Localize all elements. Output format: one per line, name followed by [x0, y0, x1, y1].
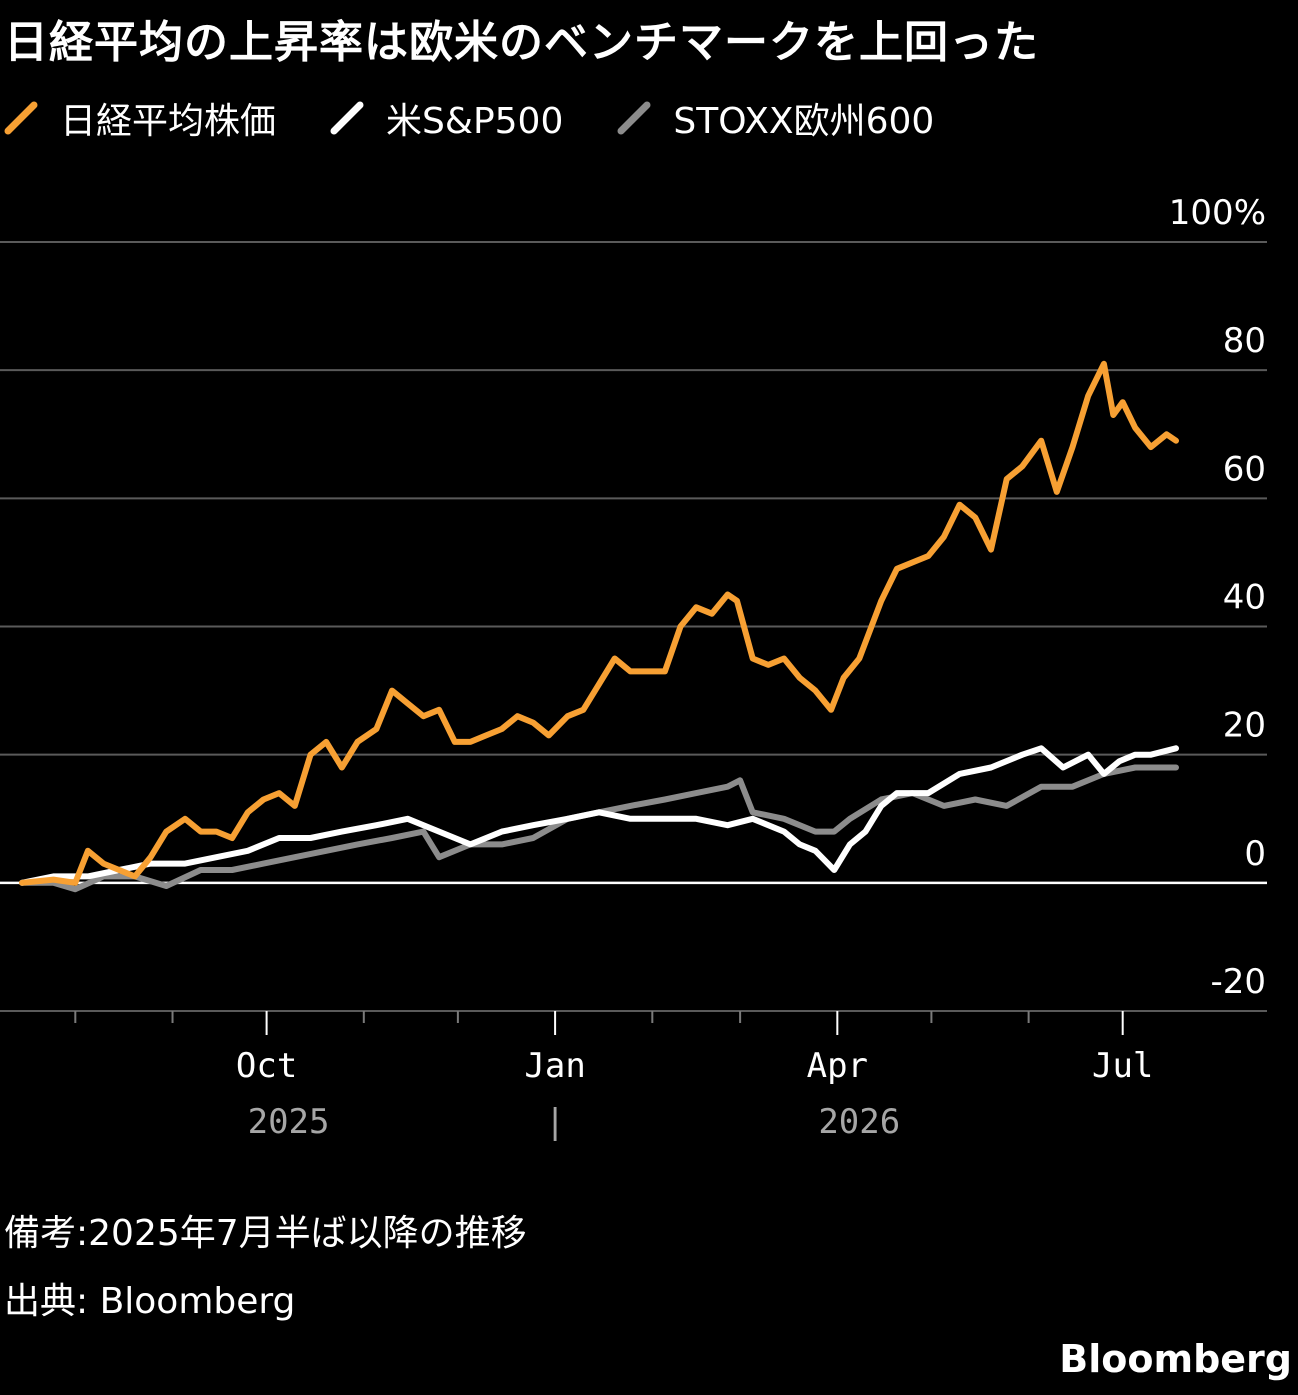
- x-tick-label: Jan: [524, 1046, 585, 1086]
- series-line-0: [19, 360, 1179, 886]
- x-tick-label: Jul: [1092, 1046, 1153, 1086]
- legend: 日経平均株価 米S&P500 STOXX欧州600: [4, 92, 988, 144]
- x-year-label: |: [545, 1102, 565, 1142]
- y-tick-label: 0: [1244, 834, 1266, 874]
- series-line-2: [19, 764, 1179, 893]
- x-year-label: 2025: [248, 1102, 330, 1142]
- line-chart: -20 0 20 40 60 80 100% Oct Jan Apr Jul 2025 | 2026: [0, 193, 1267, 1142]
- source-note: 出典: Bloomberg: [4, 1281, 296, 1322]
- y-tick-label: 20: [1223, 706, 1266, 746]
- legend-item-sp500: 米S&P500: [330, 92, 563, 144]
- y-tick-label: 80: [1223, 321, 1266, 361]
- legend-label-nikkei: 日経平均株価: [60, 101, 277, 142]
- legend-swatch-sp500: [330, 101, 364, 135]
- y-tick-label: 40: [1223, 578, 1266, 618]
- legend-item-stoxx: STOXX欧州600: [617, 92, 934, 144]
- y-tick-label: 60: [1223, 449, 1266, 489]
- legend-item-nikkei: 日経平均株価: [4, 92, 276, 144]
- x-year-label: 2026: [818, 1102, 900, 1142]
- x-tick-label: Apr: [807, 1046, 868, 1086]
- legend-swatch-nikkei: [4, 101, 38, 135]
- series-line-1: [19, 745, 1179, 886]
- y-tick-label: 100%: [1169, 193, 1266, 233]
- legend-label-sp500: 米S&P500: [386, 101, 564, 142]
- chart-note: 備考:2025年7月半ば以降の推移: [4, 1213, 527, 1254]
- legend-swatch-stoxx: [617, 101, 651, 135]
- bloomberg-logo: Bloomberg: [1059, 1337, 1292, 1381]
- chart-title: 日経平均の上昇率は欧米のベンチマークを上回った: [4, 17, 1039, 68]
- x-tick-label: Oct: [236, 1046, 297, 1086]
- legend-label-stoxx: STOXX欧州600: [673, 101, 935, 142]
- y-tick-label: -20: [1210, 962, 1266, 1002]
